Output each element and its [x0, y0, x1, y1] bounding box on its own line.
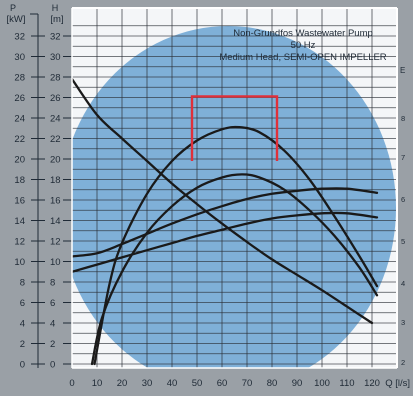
head-tick-label: 12 [50, 237, 61, 248]
power-tick-label: 12 [14, 237, 25, 248]
head-tick-label: 8 [50, 278, 55, 289]
head-axis-unit: [m] [50, 14, 63, 25]
head-tick-label: 4 [50, 319, 55, 330]
curves [72, 77, 379, 366]
power-tick-label: 30 [14, 52, 25, 63]
x-tick-label: 70 [242, 378, 253, 389]
power-tick-label: 14 [14, 216, 25, 227]
power-tick-label: 6 [20, 298, 25, 309]
efficiency-tick-label: 5 [401, 237, 405, 246]
power-axis-symbol: P [10, 3, 16, 13]
x-tick-label: 100 [314, 378, 330, 389]
efficiency-tick-label: 6 [401, 195, 405, 204]
head-tick-label: 16 [50, 196, 61, 207]
power-tick-label: 20 [14, 155, 25, 166]
background-ellipse [72, 26, 396, 368]
x-tick-label: 40 [167, 378, 178, 389]
power-axis-unit: [kW] [7, 14, 26, 25]
power-tick-label: 4 [20, 319, 25, 330]
power-tick-label: 16 [14, 196, 25, 207]
head-tick-label: 30 [50, 52, 61, 63]
curve-3 [90, 173, 379, 366]
efficiency-axis-symbol: E [400, 66, 405, 75]
efficiency-tick-label: 7 [401, 153, 405, 162]
x-tick-label: 110 [339, 378, 354, 389]
head-tick-label: 26 [50, 93, 61, 104]
curve-1 [72, 77, 374, 325]
x-tick-label: 60 [217, 378, 228, 389]
efficiency-tick-label: 3 [401, 318, 405, 327]
power-tick-label: 24 [14, 114, 25, 125]
head-tick-label: 28 [50, 73, 61, 84]
head-axis-symbol: H [52, 3, 59, 13]
duty-range-bracket [190, 95, 279, 162]
head-tick-label: 2 [50, 339, 55, 350]
efficiency-tick-label: 4 [401, 279, 405, 288]
annotations [190, 95, 279, 162]
x-tick-label: 10 [92, 378, 103, 389]
chart-title: Non-Grundfos Wastewater Pump [233, 28, 373, 39]
grid [71, 8, 397, 368]
power-tick-label: 8 [20, 278, 25, 289]
power-tick-label: 22 [14, 134, 25, 145]
power-tick-label: 0 [20, 360, 25, 371]
head-tick-label: 0 [50, 360, 55, 371]
right-axis-partial: E 8 7 6 5 4 3 2 [400, 66, 405, 367]
curve-4 [72, 187, 379, 258]
head-tick-label: 6 [50, 298, 55, 309]
x-tick-label: 30 [142, 378, 153, 389]
head-tick-label: 14 [50, 216, 61, 227]
x-tick-label: 0 [69, 378, 74, 389]
curve-5 [72, 211, 379, 273]
power-tick-label: 10 [14, 257, 25, 268]
power-tick-label: 26 [14, 93, 25, 104]
x-tick-label: 90 [292, 378, 303, 389]
power-tick-label: 32 [14, 32, 25, 43]
x-tick-label: 50 [192, 378, 203, 389]
chart-title-block: Non-Grundfos Wastewater Pump 50 Hz Mediu… [210, 28, 396, 64]
power-tick-label: 2 [20, 339, 25, 350]
chart-subtitle-description: Medium Head, SEMI-OPEN IMPELLER [219, 52, 387, 63]
head-tick-label: 24 [50, 114, 61, 125]
x-tick-label: 120 [364, 378, 380, 389]
left-axes: P[kW]H[m]0246810121416182022242628303202… [7, 3, 72, 371]
head-tick-label: 18 [50, 175, 61, 186]
head-tick-label: 22 [50, 134, 61, 145]
efficiency-tick-label: 8 [401, 114, 405, 123]
x-axis-label: Q [l/s] [385, 378, 410, 389]
x-axis: 0 10 20 30 40 50 60 70 80 90 100 110 120 Q [l/s] [69, 378, 410, 389]
head-tick-label: 10 [50, 257, 61, 268]
x-tick-label: 20 [117, 378, 128, 389]
head-tick-label: 20 [50, 155, 61, 166]
x-tick-label: 80 [267, 378, 278, 389]
power-tick-label: 28 [14, 73, 25, 84]
power-tick-label: 18 [14, 175, 25, 186]
chart-subtitle-frequency: 50 Hz [290, 40, 316, 51]
head-tick-label: 32 [50, 32, 61, 43]
efficiency-tick-label: 2 [401, 358, 405, 367]
